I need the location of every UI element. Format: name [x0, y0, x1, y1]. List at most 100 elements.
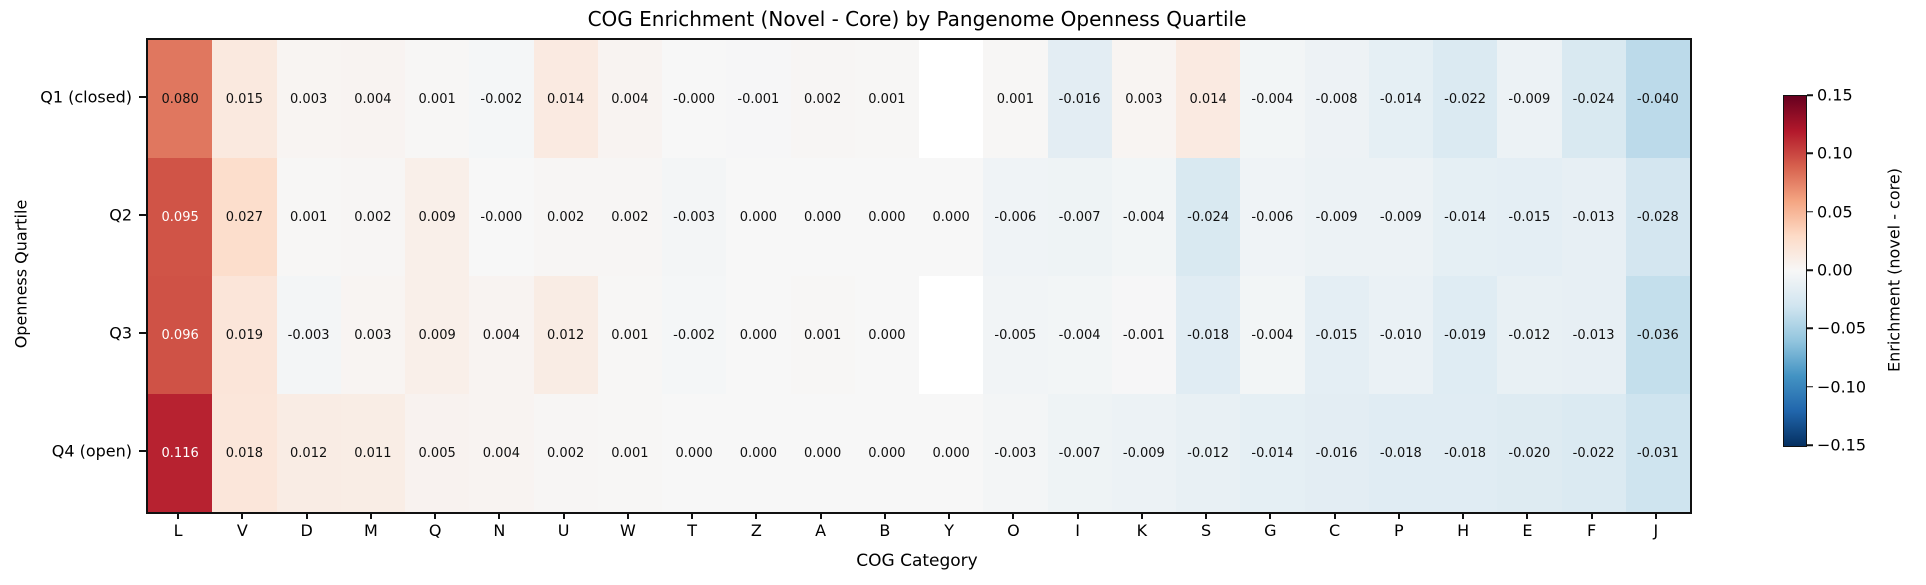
colorbar-tick-label: −0.10	[1817, 377, 1867, 397]
y-tick-mark	[139, 96, 146, 98]
x-tick-label: Y	[944, 521, 955, 540]
heatmap-cell: 0.000	[726, 158, 791, 276]
heatmap-cell: -0.001	[726, 40, 791, 158]
heatmap-cell: 0.002	[533, 158, 598, 276]
heatmap-cell: 0.003	[340, 276, 405, 394]
colorbar-tick-mark	[1806, 327, 1813, 330]
x-tick-label: H	[1457, 521, 1470, 540]
x-tick-mark	[177, 512, 180, 519]
colorbar-label: Enrichment (novel - core)	[1884, 168, 1904, 372]
heatmap-cell: 0.116	[148, 394, 213, 512]
heatmap-cell: 0.000	[726, 276, 791, 394]
heatmap-cell	[919, 276, 984, 394]
heatmap-cell: 0.004	[469, 276, 534, 394]
x-tick-label: N	[493, 521, 506, 540]
colorbar-tick-label: 0.15	[1817, 85, 1853, 105]
colorbar-tick-mark	[1806, 269, 1813, 271]
colorbar-tick-mark	[1806, 444, 1813, 446]
heatmap-cell: -0.013	[1561, 276, 1626, 394]
x-tick-mark	[241, 512, 244, 519]
heatmap-cell: 0.004	[597, 40, 662, 158]
heatmap-cell: 0.000	[919, 158, 984, 276]
heatmap-cell: 0.096	[148, 276, 213, 394]
heatmap-cell: -0.007	[1047, 394, 1112, 512]
heatmap-cell: -0.013	[1561, 158, 1626, 276]
x-tick-mark	[1269, 512, 1272, 519]
heatmap-cell: 0.009	[405, 276, 470, 394]
y-tick-label: Q3	[109, 323, 132, 343]
heatmap-cell: -0.002	[662, 276, 727, 394]
heatmap-cell: -0.022	[1561, 394, 1626, 512]
heatmap-cell: 0.001	[790, 276, 855, 394]
x-tick-label: F	[1587, 521, 1597, 540]
heatmap-cell: -0.009	[1497, 40, 1562, 158]
x-tick-label: G	[1264, 521, 1277, 540]
heatmap-cell: 0.018	[212, 394, 277, 512]
heatmap-cell: 0.002	[597, 158, 662, 276]
heatmap-cell: -0.002	[469, 40, 534, 158]
heatmap-cell: -0.031	[1625, 394, 1690, 512]
heatmap-cell: -0.008	[1304, 40, 1369, 158]
x-tick-mark	[1205, 512, 1208, 519]
y-tick-label: Q1 (closed)	[40, 87, 132, 107]
x-tick-mark	[305, 512, 308, 519]
x-tick-label: O	[1007, 521, 1020, 540]
x-tick-label: A	[815, 521, 827, 540]
heatmap-cell: 0.001	[597, 276, 662, 394]
x-tick-label: Z	[750, 521, 762, 540]
heatmap-cell: -0.000	[469, 158, 534, 276]
colorbar-tick-label: 0.05	[1817, 202, 1853, 222]
x-tick-mark	[1140, 512, 1143, 519]
x-tick-label: V	[236, 521, 248, 540]
heatmap-cell: 0.027	[212, 158, 277, 276]
y-tick-mark	[139, 214, 146, 216]
x-tick-label: K	[1136, 521, 1148, 540]
heatmap-cell: 0.000	[854, 394, 919, 512]
heatmap-cell: -0.014	[1433, 158, 1498, 276]
heatmap-cell	[919, 40, 984, 158]
heatmap-cell: 0.004	[340, 40, 405, 158]
x-tick-label: B	[879, 521, 891, 540]
heatmap-cell: -0.016	[1304, 394, 1369, 512]
heatmap-cell: 0.012	[276, 394, 341, 512]
x-tick-mark	[1333, 512, 1336, 519]
heatmap-cell: -0.014	[1368, 40, 1433, 158]
heatmap-cell: -0.024	[1561, 40, 1626, 158]
x-tick-mark	[948, 512, 951, 519]
heatmap-cell: -0.040	[1625, 40, 1690, 158]
x-tick-mark	[1076, 512, 1079, 519]
x-tick-mark	[1526, 512, 1529, 519]
colorbar-tick-label: −0.15	[1817, 435, 1867, 455]
x-tick-mark	[755, 512, 758, 519]
heatmap-cell: 0.001	[597, 394, 662, 512]
y-tick-label: Q4 (open)	[51, 441, 132, 461]
heatmap-cell: -0.003	[662, 158, 727, 276]
heatmap-cell: 0.001	[405, 40, 470, 158]
heatmap-cell: 0.009	[405, 158, 470, 276]
heatmap-cell: -0.004	[1240, 40, 1305, 158]
heatmap-cell: -0.020	[1497, 394, 1562, 512]
heatmap-cell: -0.018	[1433, 394, 1498, 512]
heatmap-cell: 0.000	[662, 394, 727, 512]
heatmap-plot-area: 0.080 0.015 0.003 0.004 0.001 -0.002 0.014 0.00…	[146, 38, 1692, 514]
x-tick-label: U	[557, 521, 570, 540]
heatmap-cell: -0.028	[1625, 158, 1690, 276]
heatmap-cell: 0.001	[983, 40, 1048, 158]
heatmap-cell: -0.006	[983, 158, 1048, 276]
x-tick-label: C	[1329, 521, 1341, 540]
heatmap-cell: -0.018	[1368, 394, 1433, 512]
heatmap-cell: 0.002	[790, 40, 855, 158]
colorbar-tick-mark	[1806, 385, 1813, 388]
colorbar-tick-label: 0.10	[1817, 143, 1853, 163]
heatmap-cell: -0.005	[983, 276, 1048, 394]
heatmap-cell: -0.024	[1176, 158, 1241, 276]
x-tick-mark	[1590, 512, 1593, 519]
heatmap-cell: 0.012	[533, 276, 598, 394]
heatmap-cell: -0.004	[1047, 276, 1112, 394]
x-tick-label: Q	[428, 521, 442, 540]
heatmap-cell: -0.003	[276, 276, 341, 394]
x-tick-label: W	[619, 521, 636, 540]
x-tick-mark	[1654, 512, 1657, 519]
heatmap-cell: -0.009	[1304, 158, 1369, 276]
